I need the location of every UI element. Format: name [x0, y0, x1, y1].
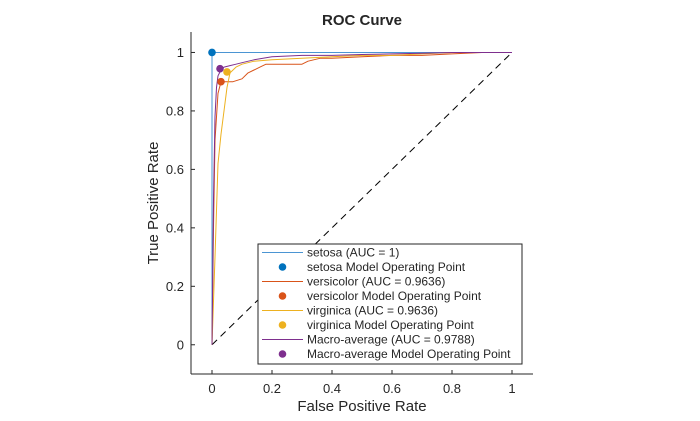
legend-entry-label: virginica (AUC = 0.9636)	[307, 304, 438, 318]
y-axis-label: True Positive Rate	[145, 142, 162, 265]
operating-point-virginica	[223, 68, 231, 76]
y-tick-label: 0.4	[166, 220, 184, 235]
operating-point-versicolor	[217, 77, 225, 86]
roc-line-macro-average	[211, 52, 512, 345]
y-tick-label: 1	[177, 45, 184, 60]
legend-entry-label: virginica Model Operating Point	[307, 318, 474, 332]
plot-lines	[211, 52, 513, 346]
x-tick-label: 0.2	[263, 381, 281, 396]
legend-entry-label: Macro-average (AUC = 0.9788)	[307, 333, 475, 347]
legend-marker-swatch	[278, 321, 287, 329]
y-tick-label: 0	[177, 337, 184, 352]
chart-title: ROC Curve	[322, 12, 402, 29]
legend-marker-swatch	[278, 350, 287, 358]
y-tick-label: 0.2	[166, 279, 184, 294]
x-tick-label: 1	[508, 381, 515, 396]
axes: 0 0.2 0.4 0.6 0.8 1 0 0.2 0.4 0.6 0.8 1	[166, 32, 533, 396]
chance-diagonal-line	[211, 52, 513, 346]
x-axis-label: False Positive Rate	[297, 398, 426, 415]
legend-marker-swatch	[278, 292, 287, 300]
operating-point-macro-average	[216, 64, 224, 73]
x-tick-label: 0.4	[323, 381, 341, 396]
roc-line-virginica	[211, 52, 512, 345]
legend-entry-label: versicolor (AUC = 0.9636)	[307, 275, 445, 289]
x-tick-label: 0.8	[443, 381, 461, 396]
plot-points	[208, 48, 231, 86]
y-tick-label: 0.6	[166, 162, 184, 177]
legend: setosa (AUC = 1)setosa Model Operating P…	[257, 243, 523, 365]
legend-entry-label: setosa (AUC = 1)	[307, 246, 399, 260]
y-tick-label: 0.8	[166, 103, 184, 118]
operating-point-setosa	[208, 48, 216, 57]
x-tick-label: 0	[208, 381, 215, 396]
legend-box	[257, 243, 523, 365]
x-tick-label: 0.6	[383, 381, 401, 396]
legend-entry-label: Macro-average Model Operating Point	[307, 347, 511, 361]
legend-entry-label: setosa Model Operating Point	[307, 260, 466, 274]
legend-entry-label: versicolor Model Operating Point	[307, 289, 482, 303]
legend-marker-swatch	[278, 263, 287, 271]
